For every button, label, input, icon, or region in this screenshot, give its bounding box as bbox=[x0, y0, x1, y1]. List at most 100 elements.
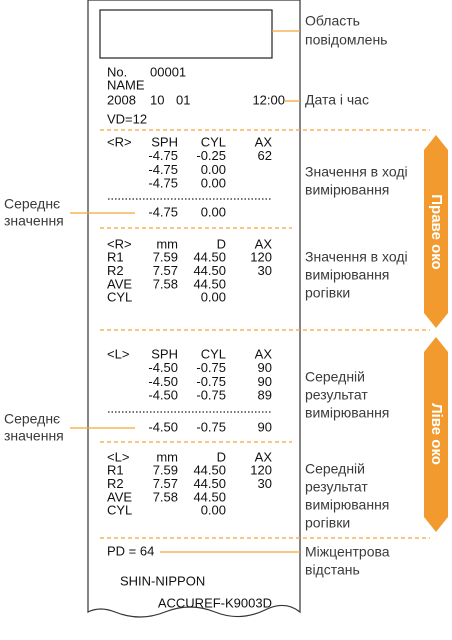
print-text: 00001 bbox=[150, 64, 186, 79]
print-text: 120 bbox=[250, 250, 272, 265]
print-text: 7.57 bbox=[153, 476, 178, 491]
print-text: VD=12 bbox=[107, 111, 147, 126]
callout-text: рогівки bbox=[305, 515, 350, 531]
print-text: D bbox=[217, 236, 226, 251]
print-text: 12:00 bbox=[252, 92, 285, 107]
print-text: -0.25 bbox=[196, 148, 226, 163]
callout-text: результат bbox=[305, 387, 368, 403]
print-text: CYL bbox=[107, 503, 132, 518]
print-text: 90 bbox=[258, 360, 272, 375]
print-text: ACCUREF-K9003D bbox=[158, 595, 272, 610]
print-text: No. bbox=[107, 64, 127, 79]
separators bbox=[100, 129, 430, 539]
print-text: -0.75 bbox=[196, 388, 226, 403]
print-text: -4.75 bbox=[148, 204, 178, 219]
print-text: 44.50 bbox=[193, 476, 226, 491]
print-text: PD = 64 bbox=[107, 543, 154, 558]
print-text: <R> bbox=[107, 236, 132, 251]
print-text: AVE bbox=[107, 489, 132, 504]
print-text: 0.00 bbox=[201, 204, 226, 219]
print-text: -0.75 bbox=[196, 419, 226, 434]
print-text: 90 bbox=[258, 419, 272, 434]
print-text: -4.50 bbox=[148, 360, 178, 375]
tab-left-eye bbox=[424, 337, 448, 532]
print-text: 10 bbox=[150, 92, 164, 107]
callout-text: Значення в ході bbox=[305, 164, 408, 180]
callout-text: Міжцентрова bbox=[305, 544, 390, 560]
callout-text: рогівки bbox=[305, 285, 350, 301]
callout-text: результат bbox=[305, 479, 368, 495]
print-text: 7.59 bbox=[153, 463, 178, 478]
print-text: 7.59 bbox=[153, 250, 178, 265]
tab-label: Праве око bbox=[428, 194, 445, 269]
print-text: mm bbox=[156, 236, 178, 251]
print-text: 2008 bbox=[107, 92, 136, 107]
print-text: CYL bbox=[201, 346, 226, 361]
print-text: 44.50 bbox=[193, 263, 226, 278]
print-text: -4.50 bbox=[148, 419, 178, 434]
print-text: AX bbox=[255, 236, 273, 251]
print-text: -4.75 bbox=[148, 148, 178, 163]
print-text: 0.00 bbox=[201, 290, 226, 305]
print-text: 7.58 bbox=[153, 276, 178, 291]
callout-text: значення bbox=[4, 213, 64, 229]
print-text: AX bbox=[255, 346, 273, 361]
callout-text: вимірювання bbox=[305, 267, 389, 283]
print-text: 90 bbox=[258, 374, 272, 389]
callout-text: значення bbox=[4, 428, 64, 444]
print-text: -4.50 bbox=[148, 388, 178, 403]
dotted-rules bbox=[108, 198, 272, 413]
print-text: CYL bbox=[201, 134, 226, 149]
print-text: AX bbox=[255, 134, 273, 149]
callout-text: вимірювання bbox=[305, 182, 389, 198]
print-text: 0.00 bbox=[201, 176, 226, 191]
print-text: mm bbox=[156, 449, 178, 464]
print-text: -4.75 bbox=[148, 176, 178, 191]
print-text: SHIN-NIPPON bbox=[120, 573, 205, 588]
print-text: 01 bbox=[176, 92, 190, 107]
print-text: AX bbox=[255, 449, 273, 464]
print-text: -4.50 bbox=[148, 374, 178, 389]
print-text: D bbox=[217, 449, 226, 464]
callout-text: Середнє bbox=[4, 411, 60, 427]
print-text: R1 bbox=[107, 463, 124, 478]
callout-text: вимірювання bbox=[305, 405, 389, 421]
callout-text: повідомлень bbox=[305, 32, 387, 48]
print-text: 0.00 bbox=[201, 503, 226, 518]
print-text: SPH bbox=[151, 134, 178, 149]
print-text: -0.75 bbox=[196, 360, 226, 375]
callout-text: Середній bbox=[305, 461, 365, 477]
tab-label: Ліве око bbox=[428, 403, 445, 465]
print-text: -4.75 bbox=[148, 162, 178, 177]
print-text: 44.50 bbox=[193, 276, 226, 291]
print-text: 30 bbox=[258, 263, 272, 278]
print-text: 0.00 bbox=[201, 162, 226, 177]
print-text: 62 bbox=[258, 148, 272, 163]
print-text: 44.50 bbox=[193, 463, 226, 478]
callout-text: Область bbox=[305, 13, 360, 29]
callout-text: відстань bbox=[305, 562, 360, 578]
print-text: 44.50 bbox=[193, 250, 226, 265]
callout-text: Середній bbox=[305, 369, 365, 385]
print-text: NAME bbox=[107, 77, 145, 92]
callout-text: Значення в ході bbox=[305, 249, 408, 265]
print-text: <L> bbox=[107, 346, 129, 361]
print-text: 30 bbox=[258, 476, 272, 491]
callout-text: вимірювання bbox=[305, 497, 389, 513]
leaders bbox=[70, 30, 300, 553]
print-text: 120 bbox=[250, 463, 272, 478]
print-text: CYL bbox=[107, 290, 132, 305]
message-box bbox=[99, 9, 273, 59]
print-text: 44.50 bbox=[193, 489, 226, 504]
print-text: -0.75 bbox=[196, 374, 226, 389]
print-text: <L> bbox=[107, 449, 129, 464]
print-text: 89 bbox=[258, 388, 272, 403]
tab-right-eye bbox=[424, 135, 448, 328]
callout-text: Дата і час bbox=[305, 92, 369, 108]
print-text: 7.58 bbox=[153, 489, 178, 504]
print-text: 7.57 bbox=[153, 263, 178, 278]
printout-paper bbox=[87, 0, 301, 618]
callout-text: Середнє bbox=[4, 196, 60, 212]
print-text: AVE bbox=[107, 276, 132, 291]
